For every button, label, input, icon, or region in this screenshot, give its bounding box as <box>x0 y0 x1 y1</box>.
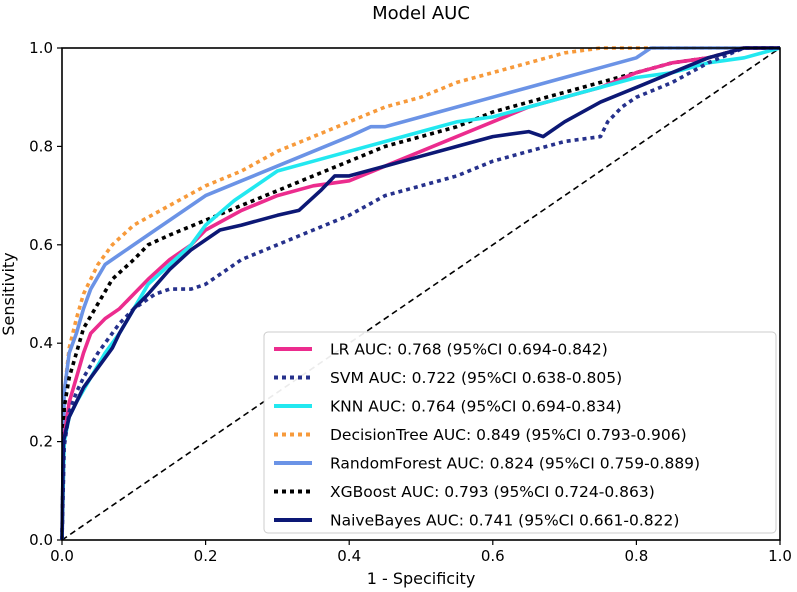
y-tick-label: 0.4 <box>29 334 53 352</box>
y-axis-title: Sensitivity <box>0 252 18 335</box>
legend-label-svm: SVM AUC: 0.722 (95%CI 0.638-0.805) <box>330 369 622 387</box>
legend-label-knn: KNN AUC: 0.764 (95%CI 0.694-0.834) <box>330 398 622 416</box>
legend: LR AUC: 0.768 (95%CI 0.694-0.842) SVM AUC… <box>263 331 777 534</box>
y-tick-label: 0.0 <box>29 531 53 549</box>
plot-frame <box>61 47 781 541</box>
x-tick-label: 1.0 <box>768 547 792 565</box>
y-tick-label: 1.0 <box>29 39 53 57</box>
legend-box <box>263 331 777 534</box>
legend-label-randomforest: RandomForest AUC: 0.824 (95%CI 0.759-0.8… <box>330 455 700 473</box>
legend-label-naivebayes: NaiveBayes AUC: 0.741 (95%CI 0.661-0.822… <box>330 512 679 530</box>
legend-label-xgboost: XGBoost AUC: 0.793 (95%CI 0.724-0.863) <box>330 483 655 501</box>
series-line-knn <box>60 46 781 541</box>
tick-layer: 0.0 0.2 0.4 0.6 0.8 1.0 0.0 0.2 0.4 0.6 0.8 1.0 <box>29 39 792 565</box>
series-line-randomforest <box>60 46 780 541</box>
chart-title: Model AUC <box>372 3 470 24</box>
y-tick-label: 0.2 <box>29 433 53 451</box>
reference-line-layer <box>61 47 781 541</box>
series-line-svm <box>60 46 780 541</box>
series-line-decisiontree <box>60 46 780 541</box>
x-axis-title: 1 - Specificity <box>367 569 476 588</box>
x-tick-label: 0.6 <box>481 547 505 565</box>
y-tick-label: 0.6 <box>29 236 53 254</box>
legend-label-decisiontree: DecisionTree AUC: 0.849 (95%CI 0.793-0.9… <box>330 426 687 444</box>
series-line-naivebayes <box>60 46 780 541</box>
x-tick-label: 0.2 <box>194 547 218 565</box>
chance-reference-line <box>61 47 781 541</box>
series-layer <box>60 46 781 541</box>
y-tick-label: 0.8 <box>29 137 53 155</box>
x-tick-label: 0.8 <box>624 547 648 565</box>
x-tick-label: 0.4 <box>337 547 361 565</box>
legend-label-lr: LR AUC: 0.768 (95%CI 0.694-0.842) <box>330 341 608 359</box>
x-tick-label: 0.0 <box>50 547 74 565</box>
